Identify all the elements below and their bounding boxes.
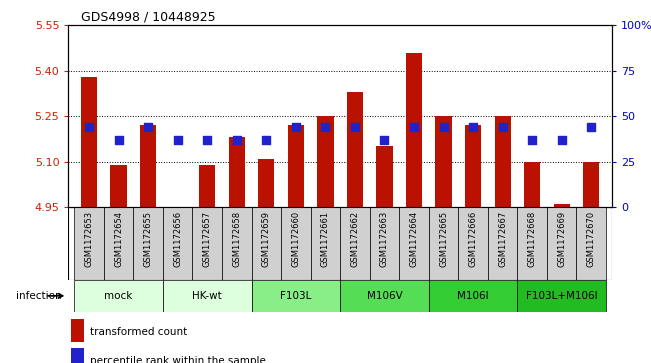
Text: GSM1172662: GSM1172662 [350, 211, 359, 267]
Text: GSM1172655: GSM1172655 [144, 211, 152, 266]
Text: M106I: M106I [457, 291, 489, 301]
Point [113, 137, 124, 143]
Text: GSM1172660: GSM1172660 [292, 211, 300, 267]
Bar [199, 164, 215, 207]
Bar [458, 207, 488, 280]
Point [350, 124, 360, 130]
Bar [251, 207, 281, 280]
Text: M106V: M106V [367, 291, 402, 301]
Bar [74, 207, 104, 280]
Point [232, 137, 242, 143]
Bar [495, 116, 511, 207]
Bar [163, 207, 193, 280]
Point [468, 124, 478, 130]
Bar [281, 207, 311, 280]
Bar [488, 207, 518, 280]
Bar [524, 162, 540, 207]
Text: GSM1172659: GSM1172659 [262, 211, 271, 266]
Text: mock: mock [104, 291, 133, 301]
Bar [71, 319, 84, 342]
Bar [81, 77, 97, 207]
Bar [429, 280, 518, 312]
Text: GSM1172664: GSM1172664 [409, 211, 419, 267]
Text: GSM1172658: GSM1172658 [232, 211, 242, 267]
Text: F103L+M106I: F103L+M106I [526, 291, 598, 301]
Bar [222, 207, 251, 280]
Text: GSM1172666: GSM1172666 [469, 211, 478, 267]
Point [438, 124, 449, 130]
Bar [229, 137, 245, 207]
Bar [340, 280, 429, 312]
Bar [547, 207, 577, 280]
Text: percentile rank within the sample: percentile rank within the sample [90, 356, 266, 363]
Bar [518, 207, 547, 280]
Bar [193, 207, 222, 280]
Point [527, 137, 537, 143]
Point [557, 137, 567, 143]
Text: GSM1172663: GSM1172663 [380, 211, 389, 267]
Text: F103L: F103L [280, 291, 312, 301]
Point [497, 124, 508, 130]
Text: GSM1172667: GSM1172667 [498, 211, 507, 267]
Bar [71, 348, 84, 363]
Text: GSM1172669: GSM1172669 [557, 211, 566, 267]
Bar [376, 146, 393, 207]
Bar [577, 207, 606, 280]
Text: GSM1172665: GSM1172665 [439, 211, 448, 267]
Bar [370, 207, 399, 280]
Bar [140, 125, 156, 207]
Text: GSM1172656: GSM1172656 [173, 211, 182, 267]
Text: GSM1172670: GSM1172670 [587, 211, 596, 267]
Bar [347, 92, 363, 207]
Text: GSM1172668: GSM1172668 [528, 211, 536, 267]
Text: GSM1172657: GSM1172657 [202, 211, 212, 267]
Text: infection: infection [16, 291, 62, 301]
Bar [258, 159, 275, 207]
Bar [311, 207, 340, 280]
Bar [429, 207, 458, 280]
Bar [340, 207, 370, 280]
Bar [465, 125, 481, 207]
Point [84, 124, 94, 130]
Bar [133, 207, 163, 280]
Point [202, 137, 212, 143]
Bar [399, 207, 429, 280]
Point [380, 137, 390, 143]
Point [173, 137, 183, 143]
Point [143, 124, 154, 130]
Bar [104, 207, 133, 280]
Bar [163, 280, 251, 312]
Bar [553, 204, 570, 207]
Bar [317, 116, 333, 207]
Bar [111, 164, 127, 207]
Point [320, 124, 331, 130]
Bar [74, 280, 163, 312]
Text: GSM1172653: GSM1172653 [85, 211, 94, 267]
Point [261, 137, 271, 143]
Text: GSM1172654: GSM1172654 [114, 211, 123, 266]
Bar [518, 280, 606, 312]
Bar [288, 125, 304, 207]
Text: transformed count: transformed count [90, 327, 187, 337]
Text: GDS4998 / 10448925: GDS4998 / 10448925 [81, 11, 216, 24]
Point [290, 124, 301, 130]
Bar [436, 116, 452, 207]
Bar [406, 53, 422, 207]
Bar [251, 280, 340, 312]
Point [409, 124, 419, 130]
Point [586, 124, 596, 130]
Bar [583, 162, 600, 207]
Text: GSM1172661: GSM1172661 [321, 211, 330, 267]
Text: HK-wt: HK-wt [192, 291, 222, 301]
